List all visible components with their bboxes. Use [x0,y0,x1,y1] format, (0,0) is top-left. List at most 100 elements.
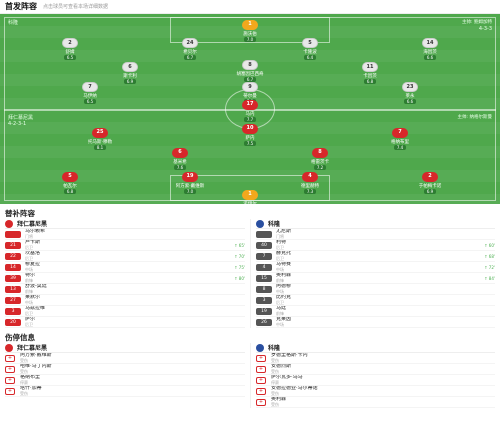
player-jersey-icon: 10 [242,124,258,134]
sub-row[interactable]: 19 马廷 前锋 [256,306,495,317]
away-player[interactable]: 11 卡因茨 6.8 [340,62,400,85]
away-player[interactable]: 8 胡塞因巴西奇 6.7 [220,60,280,83]
sub-row[interactable]: 14 穆夏拉 中场 ↑ 75' [5,262,245,273]
sub-row[interactable]: 3 比约克 后卫 [256,295,495,306]
away-player[interactable]: 1 施沃伯 7.0 [220,20,280,43]
home-player[interactable]: 10 萨内 7.5 [220,124,280,147]
home-player[interactable]: 1诺伊尔7.1 [220,190,280,204]
away-player[interactable]: 14 海因茨 6.6 [400,38,460,61]
sub-position: 中场 [276,267,284,272]
home-team-logo [5,219,13,228]
sub-row[interactable]: 40 利特 后卫 ↑ 60' [256,240,495,251]
injury-home-column: 拜仁慕尼黑 + 阿方索·戴维斯 受伤 + 哈维·马丁内斯 受伤 + 格纳布里 停赛 + 塔什·加蒂受… [0,343,250,408]
sub-meta: 阿德穆 中场 [276,284,495,294]
sub-number [256,230,272,238]
home-player[interactable]: 25 托马斯·穆勒 8.1 [70,128,130,151]
injury-row[interactable]: + 阿方索·戴维斯 受伤 [5,353,245,364]
away-coach: 主帅: 鲍姆加特 [462,20,492,25]
injury-player-name: 阿方索·戴维斯 [20,353,52,358]
sub-name: 赫克托 [276,251,292,256]
player-jersey-icon: 7 [392,128,408,138]
injury-row[interactable]: + 格纳布里 停赛 [5,375,245,386]
sub-number: 39 [5,274,21,282]
player-jersey-icon: 25 [92,128,108,138]
away-player[interactable]: 23 莱永 6.6 [380,82,440,105]
player-name: 基米希 [173,160,187,165]
player-jersey-icon: 6 [172,148,188,158]
injury-reason: 停赛 [271,380,279,385]
away-player[interactable]: 24 希贝尔 6.7 [160,38,220,61]
sub-position: 后卫 [276,245,284,250]
player-rating: 7.5 [243,141,257,146]
away-player[interactable]: 7 马伊纳 6.5 [60,82,120,105]
sub-row[interactable]: 22 坎塞洛 后卫 ↑ 70' [5,251,245,262]
sub-number [5,230,21,238]
injury-row[interactable]: + 萨尔瓦多·乌马 停赛 [256,375,495,386]
sub-name: 舒波-莫廷 [25,284,47,289]
home-player[interactable]: 8 格雷茨卡 7.2 [290,148,350,171]
sub-row[interactable]: 26 克莱因 中场 [256,317,495,328]
player-rating: 7.0 [183,189,197,194]
player-name: 格雷茨卡 [311,160,329,165]
home-player[interactable]: 4 德里赫特 7.3 [280,172,340,195]
injury-row[interactable]: + 安德烈斯 受伤 [256,364,495,375]
injury-cross-icon: + [256,398,266,406]
home-player[interactable]: 17 马内 7.7 [220,100,280,123]
home-player[interactable]: 19 阿方索·戴维斯 7.0 [160,172,220,195]
away-player[interactable]: 2 舒姆 6.5 [40,38,100,61]
home-player[interactable]: 5 帕瓦尔 6.8 [40,172,100,195]
home-player[interactable]: 6 基米希 7.6 [150,148,210,171]
sub-name: 克莱因 [276,317,292,322]
player-number: 7 [88,84,92,90]
player-number: 6 [128,64,132,70]
player-name: 马内 [245,112,255,117]
player-rating: 6.5 [63,55,77,60]
injury-home-team: 拜仁慕尼黑 [17,345,48,352]
sub-number: 21 [5,241,21,249]
sub-row[interactable]: 21 卢卡斯 后卫 ↑ 65' [5,240,245,251]
away-player[interactable]: 5 卡隆波 6.4 [280,38,340,61]
away-formation: 4-3-3 [478,26,492,32]
player-jersey-icon: 17 [242,100,258,110]
injury-cross-icon: + [5,387,15,395]
injury-row[interactable]: + 奥利森 受伤 [256,397,495,408]
sub-row[interactable]: 15 奥利森 前锋 ↑ 84' [256,273,495,284]
injury-row[interactable]: + 安德拉德亚·马尔蒂诺 受伤 [256,386,495,397]
injury-cross-icon: + [256,365,266,373]
sub-on-icon: ↑ 70' [234,253,245,259]
injury-row[interactable]: + 哈维·马丁内斯 受伤 [5,364,245,375]
sub-number: 40 [256,241,272,249]
player-rating: 7.4 [393,145,407,150]
sub-meta: 卢卡斯 后卫 [25,240,234,250]
injury-reason: 停赛 [20,380,28,385]
player-rating: 8.1 [93,145,107,150]
player-number: 8 [318,149,322,155]
player-rating: 6.8 [363,79,377,84]
sub-row[interactable]: 4 马特赛 中场 ↑ 72' [256,262,495,273]
injury-reason: 受伤 [20,358,28,363]
sub-position: 后卫 [25,256,33,261]
sub-row[interactable]: 3 马兹拉维 后卫 [5,306,245,317]
home-player[interactable]: 2 于帕梅卡诺 6.9 [400,172,460,195]
away-player[interactable]: 6 斯卡利 6.9 [100,62,160,85]
sub-position: 前锋 [25,289,33,294]
player-number: 2 [68,40,72,46]
player-rating: 7.7 [243,117,257,122]
sub-row[interactable]: 乌尔赖希 门将 [5,229,245,240]
sub-row[interactable]: 7 赫克托 后卫 ↑ 68' [256,251,495,262]
sub-row[interactable]: 20 萨尔 后卫 [5,317,245,328]
lineup-subtitle: 点击球员可查看本场详细数据 [43,4,109,10]
sub-row[interactable]: 27 莱默尔 中场 [5,295,245,306]
injury-player-name: 安德烈斯 [271,364,292,369]
injury-row[interactable]: + 罗德里格斯·卡内 受伤 [256,353,495,364]
sub-row[interactable]: 8 阿德穆 中场 [256,284,495,295]
player-name: 斯卡利 [123,74,137,79]
injury-cross-icon: + [5,365,15,373]
home-player[interactable]: 7 格纳布里 7.4 [370,128,430,151]
injury-meta: 格纳布里 停赛 [20,375,245,385]
sub-row[interactable]: 39 特尔 前锋 ↑ 80' [5,273,245,284]
sub-row[interactable]: 13 舒波-莫廷 前锋 [5,284,245,295]
sub-row[interactable]: 尤尼斯 门将 [256,229,495,240]
injury-row[interactable]: + 塔什·加蒂 受伤 [5,386,245,397]
sub-name: 萨尔 [25,317,36,322]
